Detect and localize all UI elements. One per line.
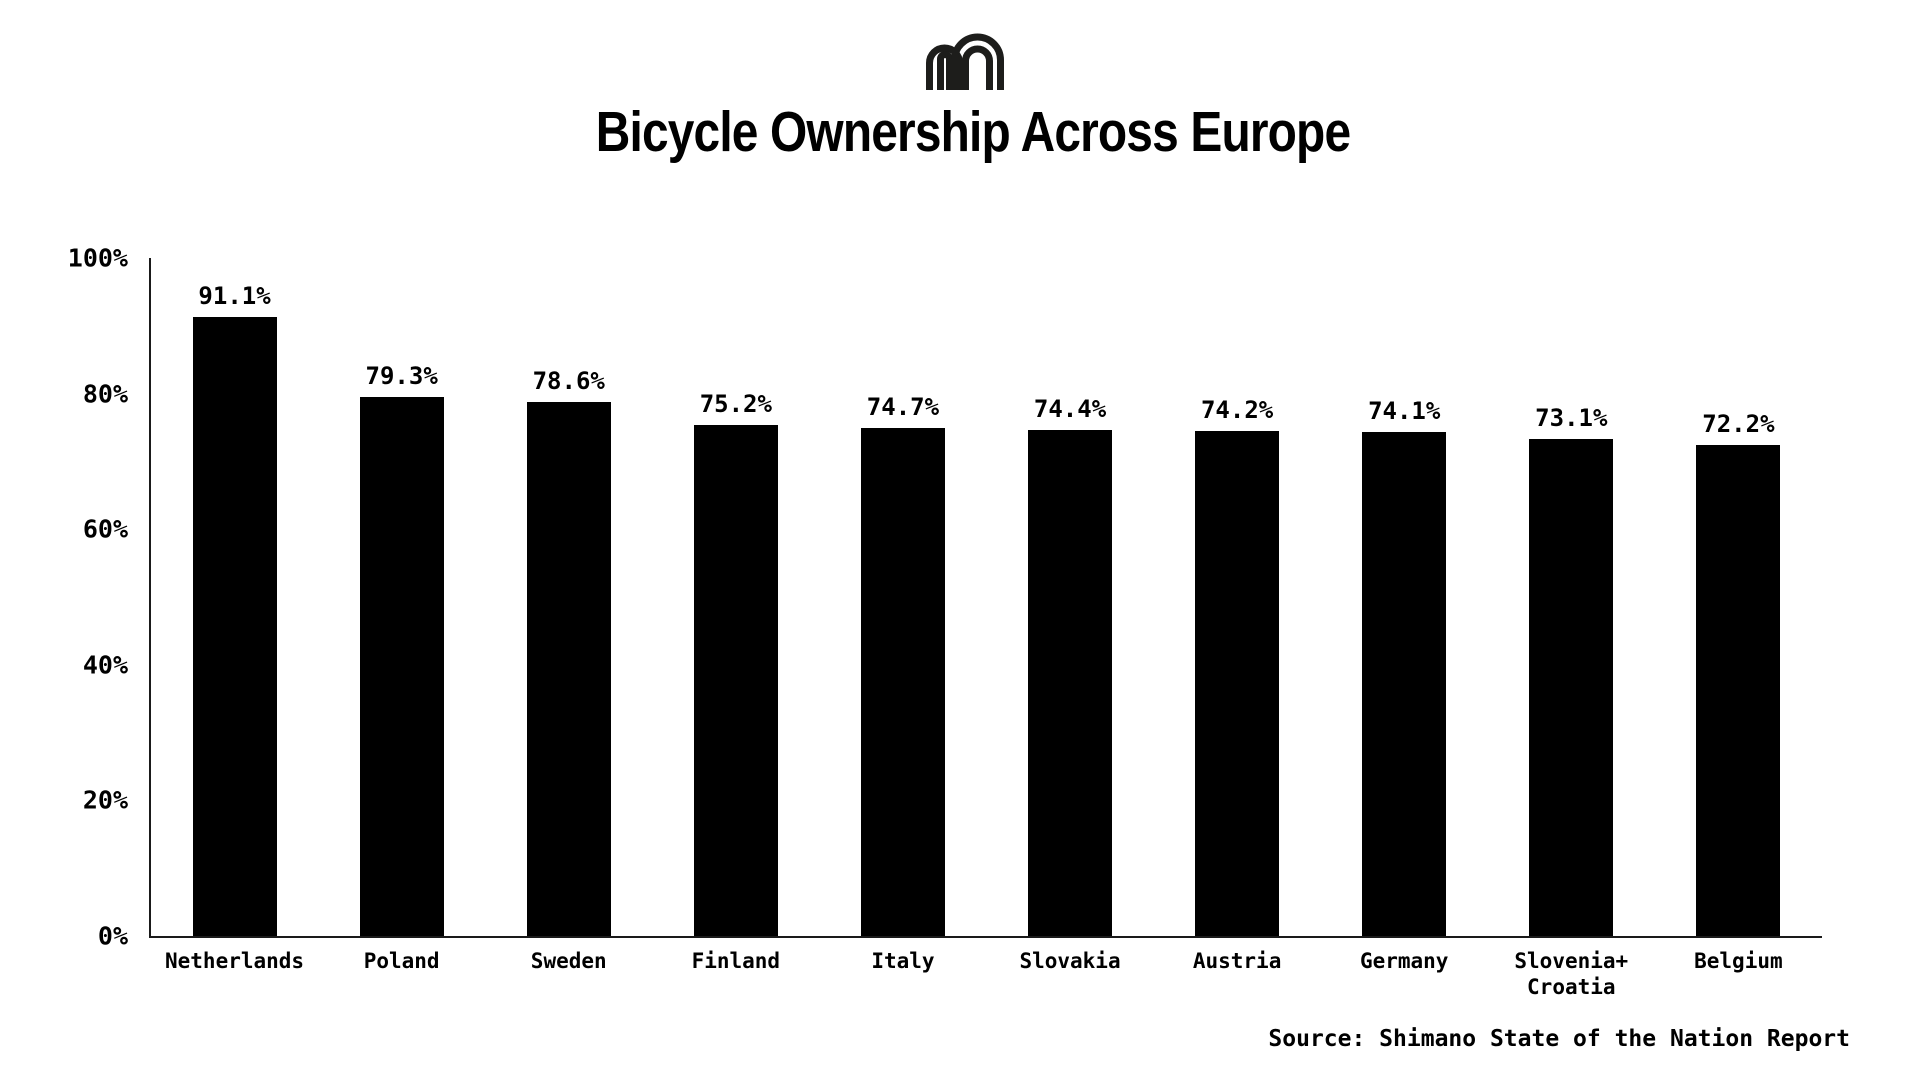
bar-value-label: 78.6% <box>532 366 605 395</box>
y-tick-label: 100% <box>67 243 128 273</box>
y-tick-label: 60% <box>82 514 128 544</box>
bar <box>693 424 778 936</box>
y-tick-label: 80% <box>82 379 128 409</box>
bar-slot: 74.2% Austria <box>1154 258 1321 973</box>
bar <box>1195 431 1280 936</box>
arch-monogram-logo-icon <box>926 33 1004 90</box>
bar <box>359 396 444 936</box>
bar <box>860 428 945 936</box>
plot-area: 91.1% Netherlands 79.3% Poland 78.6% Swe… <box>68 246 1822 1000</box>
bar-slot: 75.2% Finland <box>652 258 819 973</box>
category-label: Sweden <box>530 949 607 973</box>
category-label: Slovakia <box>1019 949 1121 973</box>
bar-value-label: 72.2% <box>1702 410 1775 439</box>
category-label: Slovenia+ Croatia <box>1514 949 1629 1000</box>
bar-value-label: 74.7% <box>866 393 940 422</box>
category-label: Italy <box>871 949 935 973</box>
source-note: Source: Shimano State of the Nation Repo… <box>1268 1026 1850 1052</box>
bar-slot: 91.1% Netherlands <box>151 258 318 973</box>
bar-value-label: 79.3% <box>365 361 438 390</box>
bar <box>1696 445 1781 936</box>
chart-title: Bicycle Ownership Across Europe <box>595 100 1351 164</box>
y-tick-label: 0% <box>97 921 128 951</box>
bar-slot: 73.1% Slovenia+ Croatia <box>1488 258 1655 999</box>
category-label: Poland <box>363 949 440 973</box>
bar-slot: 79.3% Poland <box>318 258 485 973</box>
bar-value-label: 73.1% <box>1535 403 1608 432</box>
y-tick-label: 20% <box>82 785 128 815</box>
bar-value-label: 74.2% <box>1200 396 1274 425</box>
bar <box>192 316 277 936</box>
bar-value-label: 75.2% <box>699 389 772 418</box>
bar <box>1028 430 1113 936</box>
category-label: Germany <box>1359 949 1449 973</box>
category-label: Belgium <box>1694 949 1783 973</box>
bar-series: 91.1% Netherlands 79.3% Poland 78.6% Swe… <box>151 258 1822 1000</box>
bar-slot: 72.2% Belgium <box>1655 258 1822 973</box>
bar <box>1362 432 1447 936</box>
bar-value-label: 91.1% <box>198 281 271 310</box>
bar-slot: 78.6% Sweden <box>485 258 652 973</box>
category-label: Netherlands <box>165 949 305 973</box>
y-tick-label: 40% <box>82 650 128 680</box>
bar <box>1529 438 1614 936</box>
category-label: Austria <box>1192 949 1282 973</box>
chart-title-wrap: Bicycle Ownership Across Europe <box>524 99 1422 165</box>
category-label: Finland <box>691 949 781 973</box>
bar-slot: 74.1% Germany <box>1321 258 1488 973</box>
bar-slot: 74.7% Italy <box>819 258 986 973</box>
bar-value-label: 74.4% <box>1033 395 1107 424</box>
bar-value-label: 74.1% <box>1368 397 1441 426</box>
bar <box>526 401 611 936</box>
bar-slot: 74.4% Slovakia <box>986 258 1153 973</box>
